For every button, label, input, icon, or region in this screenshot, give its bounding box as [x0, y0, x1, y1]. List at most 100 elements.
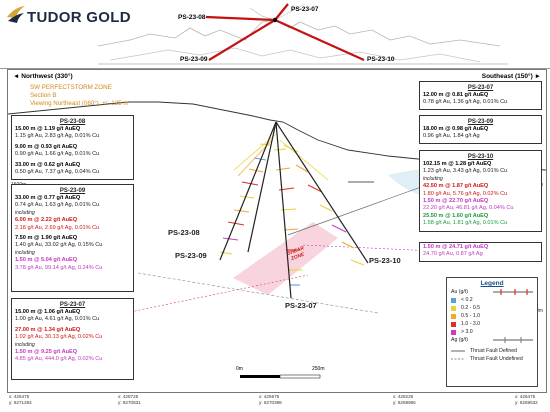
intercept-detail: 22.20 g/t Au, 46.81 g/t Ag, 0.04% Cu — [423, 205, 514, 212]
intercept-detail: 0.78 g/t Au, 1.36 g/t Ag, 0.01% Cu — [423, 99, 508, 106]
intercept-line: 1.50 m @ 22.70 g/t AuEQ — [423, 198, 489, 205]
plan-map — [97, 3, 508, 65]
hole-label-ps-23-08: PS-23-08 — [168, 228, 200, 237]
legend-fault-defined: Thrust Fault Defined — [470, 348, 517, 354]
plan-label-ps-23-08: PS-23-08 — [178, 14, 206, 21]
legend-au-label: 0.2 - 0.5 — [461, 305, 481, 311]
intercept-line: 42.50 m @ 1.87 g/t AuEQ — [423, 183, 489, 190]
legend-swatch — [451, 329, 456, 335]
section-view: Viewing Northeast (060°), +/- 125 m — [30, 100, 129, 107]
fault-defined-symbol — [451, 350, 465, 352]
legend-au-label: 1.0 - 3.0 — [461, 321, 481, 327]
coordinate-4: x: 426225 y: 6269965 — [393, 394, 416, 406]
scale-label-end: 250m — [312, 366, 325, 372]
plan-trace-ps-23-08 — [205, 15, 276, 22]
legend-panel: Legend Au (g/t) < 0.2 0.2 - 0.5 0.5 - 1.… — [446, 277, 538, 387]
intercept-detail: 0.74 g/t Au, 1.63 g/t Ag, 0.01% Cu — [15, 202, 100, 209]
intercept-detail: 0.90 g/t Au, 1.66 g/t Ag, 0.01% Cu — [15, 151, 100, 158]
plan-label-ps-23-10: PS-23-10 — [367, 56, 395, 63]
intercept-box-ps-23-07-left: PS-23-07 15.00 m @ 1.06 g/t AuEQ 1.00 g/… — [11, 298, 134, 380]
intercept-line: 9.00 m @ 0.93 g/t AuEQ — [15, 143, 78, 150]
legend-swatch — [451, 313, 456, 319]
coordinate-easting: x: 425975 — [259, 394, 280, 399]
legend-au-title: Au (g/t) — [451, 289, 469, 295]
intercept-detail: 1.80 g/t Au, 5.76 g/t Ag, 0.02% Cu — [423, 190, 508, 197]
intercept-line: 1.50 m @ 5.04 g/t AuEQ — [15, 257, 78, 264]
plan-trace-ps-23-09 — [208, 19, 276, 61]
intercept-leader-line — [302, 244, 524, 256]
shear-zone-band — [233, 222, 338, 295]
drill-hole-ps-23-08 — [219, 121, 277, 261]
intercept-box-ps-23-08: PS-23-08 15.00 m @ 1.19 g/t AuEQ 1.15 g/… — [11, 115, 134, 180]
intercept-line: 15.00 m @ 1.06 g/t AuEQ — [15, 309, 81, 315]
box-title: PS-23-09 — [59, 188, 86, 194]
direction-southeast-label: Southeast (150°) — [481, 73, 533, 80]
legend-au-row: 0.5 - 1.0 — [451, 312, 533, 320]
legend-fault-undefined-row: Thrust Fault Undefined — [451, 355, 533, 363]
intercept-line: 25.50 m @ 1.60 g/t AuEQ — [423, 212, 489, 219]
plan-trace-ps-23-07 — [274, 3, 289, 21]
legend-ag-trace-symbol — [493, 337, 533, 343]
coordinate-easting: x: 426225 — [393, 394, 414, 399]
tudor-gold-logo-mark — [7, 6, 25, 23]
hole-label-ps-23-10: PS-23-10 — [369, 256, 401, 265]
legend-au-header: Au (g/t) — [451, 288, 533, 296]
legend-title: Legend — [480, 280, 504, 287]
direction-northwest: ◄ Northwest (330°) — [13, 73, 73, 80]
intercept-line: 12.00 m @ 0.81 g/t AuEQ — [423, 92, 489, 98]
plan-view-header: TUDOR GOLD PS-23-08 PS-23-07 PS-23-09 PS… — [0, 0, 550, 69]
coordinate-northing: y: 6269532 — [515, 400, 538, 405]
coordinate-northing: y: 6270831 — [118, 400, 141, 405]
legend-swatch — [451, 321, 456, 327]
including-label: including — [15, 209, 35, 216]
hole-label-ps-23-07: PS-23-07 — [285, 301, 317, 310]
legend-au-row: 1.0 - 3.0 — [451, 320, 533, 328]
legend-au-row: 0.2 - 0.5 — [451, 304, 533, 312]
intercept-box-ps-23-10-lower: 1.50 m @ 24.71 g/t AuEQ 24.70 g/t Au, 0.… — [419, 242, 542, 262]
direction-southeast: Southeast (150°) ► — [481, 73, 541, 80]
intercept-box-ps-23-09-right: PS-23-09 18.00 m @ 0.98 g/t AuEQ 0.96 g/… — [419, 115, 542, 144]
intercept-line: 102.15 m @ 1.28 g/t AuEQ — [423, 161, 492, 167]
coordinate-northing: y: 6269965 — [393, 400, 416, 405]
legend-swatch — [451, 297, 456, 303]
drill-hole-ps-23-07 — [275, 121, 292, 299]
intercept-line: 27.00 m @ 1.34 g/t AuEQ — [15, 326, 81, 333]
coordinate-easting: x: 426475 — [515, 394, 536, 399]
intercept-detail: 1.00 g/t Au, 4.61 g/t Ag, 0.01% Cu — [15, 316, 100, 323]
section-zone-title: SW PERFECTSTORM ZONE — [30, 84, 112, 91]
hole-label-ps-23-09: PS-23-09 — [175, 251, 207, 260]
box-title: PS-23-08 — [59, 119, 86, 125]
legend-ag-title: Ag (g/t) — [451, 337, 469, 343]
including-label: including — [15, 249, 35, 256]
box-title: PS-23-07 — [59, 302, 86, 308]
direction-northwest-label: Northwest (330°) — [21, 73, 73, 80]
intercept-detail: 1.15 g/t Au, 2.83 g/t Ag, 0.01% Cu — [15, 133, 100, 140]
thrust-fault-undefined — [137, 272, 379, 314]
legend-ag-header: Ag (g/t) — [451, 336, 533, 344]
plan-trace-ps-23-10 — [274, 18, 365, 62]
intercept-line: 6.00 m @ 2.22 g/t AuEQ — [15, 217, 78, 224]
intercept-detail: 0.96 g/t Au, 1.84 g/t Ag — [423, 133, 480, 140]
legend-drill-trace-symbol — [493, 289, 533, 295]
intercept-line: 15.00 m @ 1.19 g/t AuEQ — [15, 126, 81, 132]
coordinate-easting: x: 425475 — [9, 394, 30, 399]
intercept-detail: 3.78 g/t Au, 99.14 g/t Ag, 0.24% Cu — [15, 264, 103, 271]
intercept-detail: 1.40 g/t Au, 33.02 g/t Ag, 0.15% Cu — [15, 242, 103, 249]
coordinate-2: x: 425725 y: 6270831 — [118, 394, 141, 406]
legend-fault-undefined: Thrust Fault Undefined — [470, 356, 523, 362]
legend-au-label: 0.5 - 1.0 — [461, 313, 481, 319]
brand-name: TUDOR GOLD — [27, 9, 131, 26]
drill-hole-ps-23-10 — [275, 121, 369, 264]
scale-bar-white — [279, 374, 321, 379]
intercept-line: 33.00 m @ 0.62 g/t AuEQ — [15, 161, 81, 168]
contour-line — [109, 47, 481, 63]
intercept-detail: 4.85 g/t Au, 444.0 g/t Ag, 0.02% Cu — [15, 356, 103, 363]
contour-line — [97, 19, 501, 47]
coordinate-easting: x: 425725 — [118, 394, 139, 399]
section-name: Section B — [30, 92, 57, 99]
intercept-line: 18.00 m @ 0.98 g/t AuEQ — [423, 126, 489, 132]
intercept-line: 1.50 m @ 24.71 g/t AuEQ — [423, 244, 489, 250]
scale-bar-black — [240, 375, 280, 378]
box-title: PS-23-10 — [467, 154, 494, 160]
legend-au-row: > 3.0 — [451, 328, 533, 336]
